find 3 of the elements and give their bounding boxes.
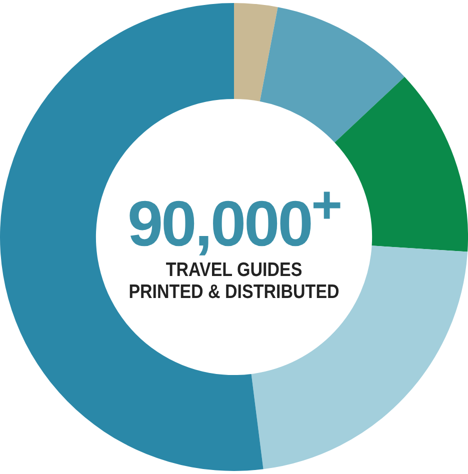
text: PRINTED & DISTRIBUTED: [128, 280, 340, 305]
text: 90,000$^{+}$: [126, 175, 342, 260]
text: TRAVEL GUIDES: [166, 258, 302, 281]
